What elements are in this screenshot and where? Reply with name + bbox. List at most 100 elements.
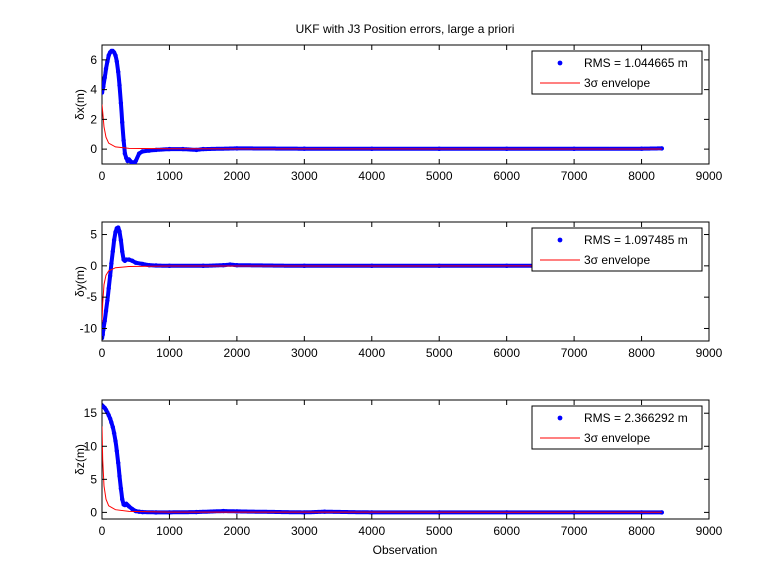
data-point [105,298,110,303]
data-point [221,508,226,514]
data-point [113,229,118,235]
data-point [116,460,121,465]
data-point [120,249,125,254]
x-tick-label: 3000 [291,346,318,360]
data-point [107,416,113,421]
data-point [114,59,120,64]
data-point [130,258,135,263]
x-tick-label: 2000 [224,524,251,538]
data-point [234,509,240,514]
x-tick-label: 8000 [628,169,655,183]
data-point [659,510,664,515]
data-point [118,100,124,106]
y-tick-label: 6 [90,53,97,67]
data-point [133,158,138,164]
data-point [140,149,145,154]
data-point [102,75,107,80]
data-point [111,238,117,243]
legend-label: 3σ envelope [584,431,650,445]
y-tick-label: -5 [86,290,97,304]
y-tick-label: 5 [90,472,97,486]
data-point [120,497,125,502]
y-tick-label: 0 [90,505,97,519]
x-tick-label: 0 [99,524,106,538]
y-tick-label: -10 [80,321,98,335]
x-tick-label: 4000 [358,346,385,360]
legend-box [531,50,703,95]
data-point [118,238,124,243]
data-point [117,83,122,88]
x-tick-label: 9000 [696,524,723,538]
x-tick-label: 8000 [628,346,655,360]
x-tick-label: 2000 [224,169,251,183]
legend: RMS = 1.097485 m 3σ envelope [531,227,703,272]
data-point [109,420,114,425]
y-tick-label: 0 [90,259,97,273]
legend: RMS = 1.044665 m 3σ envelope [531,50,703,95]
data-point [111,430,117,436]
y-axis-label: δy(m) [73,266,87,297]
data-point [116,69,121,75]
data-point [153,510,159,515]
legend-swatch-point [557,415,563,421]
data-point [117,473,122,479]
y-axis-label: δx(m) [73,89,87,120]
legend: RMS = 2.366292 m 3σ envelope [531,405,703,450]
data-point [110,249,116,254]
subplot-2: 0 1000 2000 3000 4000 5000 6000 7000 8000 9000 -10… [73,221,723,360]
x-axis-label: Observation [373,543,438,557]
x-tick-label: 0 [99,169,106,183]
subplot-3: 0 1000 2000 3000 4000 5000 6000 7000 8000 9000 0 5 1… [73,399,723,538]
x-tick-label: 3000 [291,524,318,538]
legend-label: 3σ envelope [584,253,650,267]
data-point [107,273,113,279]
y-tick-label: 10 [84,439,98,453]
legend-swatch-point [557,60,563,66]
x-tick-label: 7000 [561,169,588,183]
x-tick-label: 4000 [358,524,385,538]
data-point [113,53,118,58]
legend-label: RMS = 2.366292 m [584,411,688,425]
data-point [130,506,135,512]
data-point [110,424,116,430]
x-tick-label: 9000 [696,346,723,360]
data-point [114,448,120,454]
data-point [106,413,111,418]
x-tick-label: 9000 [696,169,723,183]
data-point [126,257,132,262]
plot-area [102,403,664,515]
y-tick-label: 0 [90,142,97,156]
data-point [103,308,109,314]
legend-label: RMS = 1.044665 m [584,56,688,70]
data-point [133,260,138,265]
x-tick-label: 8000 [628,524,655,538]
x-tick-label: 6000 [493,524,520,538]
x-tick-label: 5000 [426,524,453,538]
data-point [109,261,114,266]
data-point [140,261,145,267]
x-tick-label: 3000 [291,169,318,183]
x-tick-label: 2000 [224,346,251,360]
subplots: 0 1000 2000 3000 4000 5000 6000 7000 8000 9000024… [73,44,723,538]
data-point [106,286,111,291]
series-envelope-line [102,426,662,513]
x-tick-label: 1000 [156,169,183,183]
data-point [113,438,118,444]
figure-title: UKF with J3 Position errors, large a pri… [296,22,515,36]
y-axis-label: δz(m) [73,444,87,475]
data-point [102,90,105,95]
series-envelope-line [102,104,662,150]
x-tick-label: 1000 [156,524,183,538]
data-point [103,66,109,72]
data-point [117,229,122,234]
data-point [120,120,125,125]
x-tick-label: 0 [99,346,106,360]
y-tick-label: 15 [84,406,98,420]
data-point [122,151,128,156]
data-point [126,504,132,509]
data-point [221,263,226,268]
data-point [102,84,106,89]
legend-label: RMS = 1.097485 m [584,233,688,247]
x-tick-label: 6000 [493,169,520,183]
